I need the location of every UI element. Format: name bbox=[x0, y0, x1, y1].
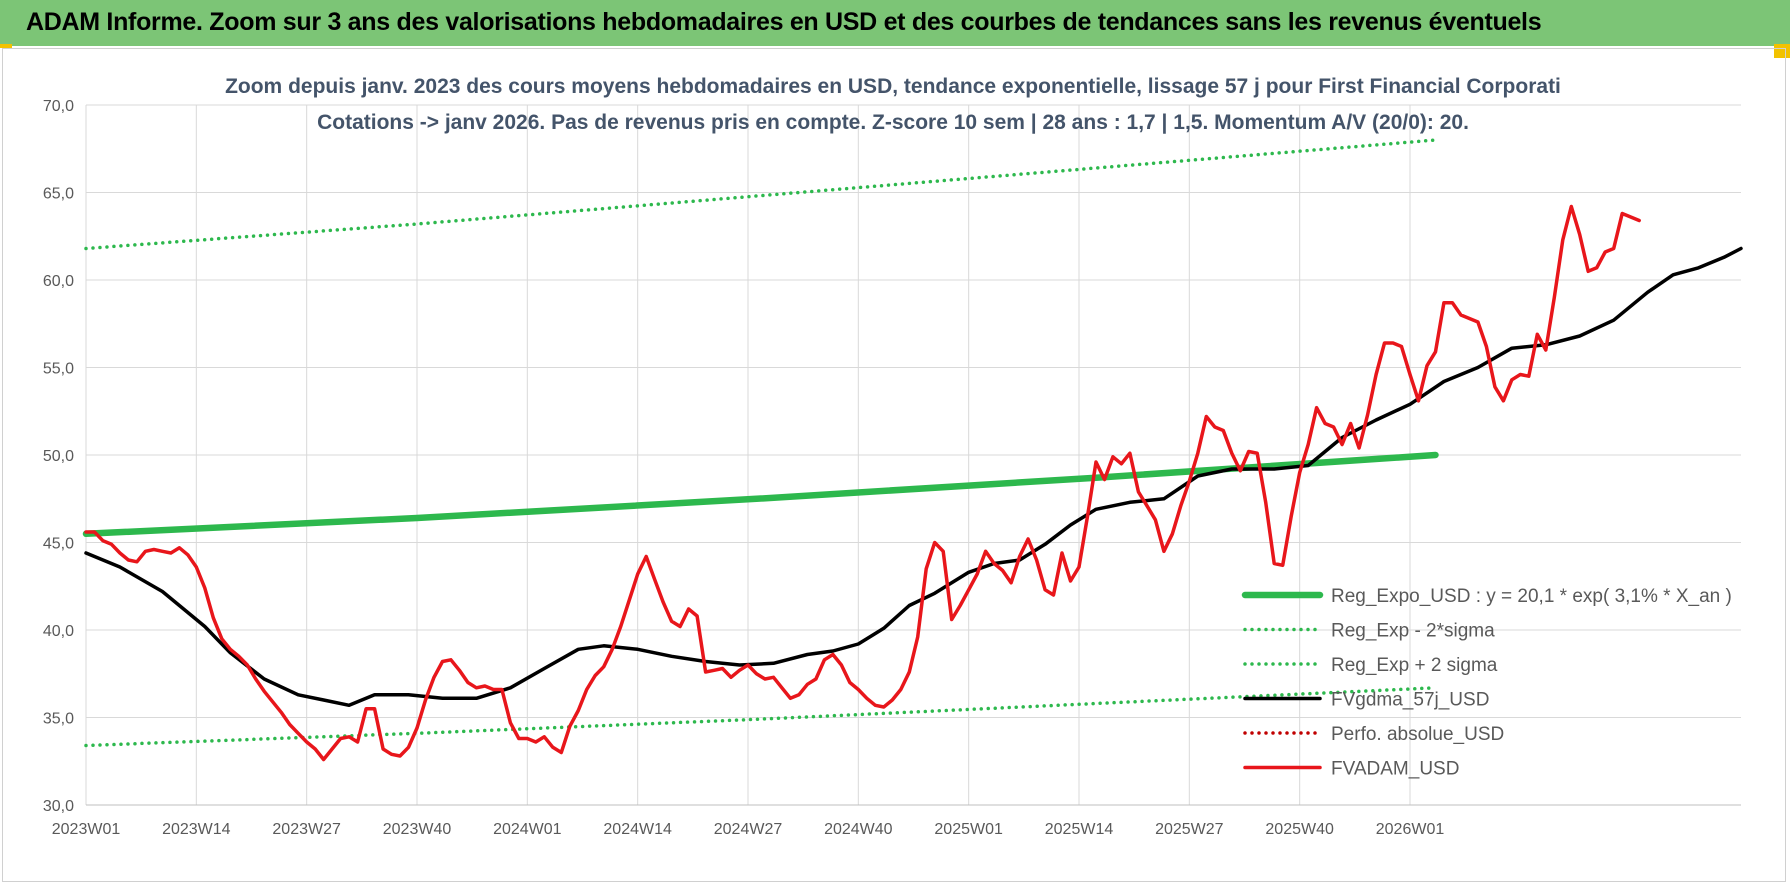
y-tick-label: 70,0 bbox=[43, 98, 74, 115]
chart-title-line1: Zoom depuis janv. 2023 des cours moyens … bbox=[225, 75, 1561, 98]
chart-legend: Reg_Expo_USD : y = 20,1 * exp( 3,1% * X_… bbox=[1241, 586, 1732, 780]
x-tick-label: 2025W01 bbox=[934, 821, 1003, 838]
x-tick-label: 2025W27 bbox=[1155, 821, 1224, 838]
x-tick-label: 2024W40 bbox=[824, 821, 893, 838]
corner-accent-right bbox=[1774, 44, 1790, 58]
x-tick-label: 2023W40 bbox=[383, 821, 452, 838]
legend-label: Perfo. absolue_USD bbox=[1331, 724, 1504, 745]
series-line-1 bbox=[84, 686, 1438, 748]
report-title: ADAM Informe. Zoom sur 3 ans des valoris… bbox=[26, 8, 1542, 36]
x-tick-label: 2023W14 bbox=[162, 821, 231, 838]
x-tick-label: 2025W40 bbox=[1265, 821, 1334, 838]
series-line-2 bbox=[84, 138, 1438, 251]
legend-label: FVgdma_57j_USD bbox=[1331, 690, 1489, 711]
chart-title-line2: Cotations -> janv 2026. Pas de revenus p… bbox=[317, 111, 1469, 134]
x-tick-label: 2023W01 bbox=[52, 821, 121, 838]
legend-label: Reg_Exp + 2 sigma bbox=[1331, 655, 1498, 676]
chart-frame bbox=[2, 48, 1786, 882]
legend-label: Reg_Exp - 2*sigma bbox=[1331, 621, 1495, 642]
x-tick-label: 2026W01 bbox=[1376, 821, 1445, 838]
y-axis-ticks: 30,0 35,0 40,0 45,0 50,0 55,0 60,0 65,0 70,0 bbox=[43, 98, 74, 815]
series-line-0 bbox=[82, 451, 1439, 538]
y-tick-label: 55,0 bbox=[43, 361, 74, 378]
y-tick-label: 40,0 bbox=[43, 623, 74, 640]
x-tick-label: 2023W27 bbox=[272, 821, 341, 838]
y-tick-label: 60,0 bbox=[43, 273, 74, 290]
x-tick-label: 2025W14 bbox=[1045, 821, 1114, 838]
x-tick-label: 2024W01 bbox=[493, 821, 562, 838]
x-tick-label: 2024W14 bbox=[603, 821, 672, 838]
y-tick-label: 65,0 bbox=[43, 186, 74, 203]
legend-label: Reg_Expo_USD : y = 20,1 * exp( 3,1% * X_… bbox=[1331, 586, 1732, 607]
legend-label: FVADAM_USD bbox=[1331, 759, 1459, 780]
corner-accent-left bbox=[0, 44, 12, 48]
y-tick-label: 50,0 bbox=[43, 448, 74, 465]
x-tick-label: 2024W27 bbox=[714, 821, 783, 838]
report-banner: ADAM Informe. Zoom sur 3 ans des valoris… bbox=[0, 0, 1790, 46]
series-line-5 bbox=[84, 204, 1641, 762]
y-tick-label: 35,0 bbox=[43, 711, 74, 728]
x-axis-ticks: 2023W01 2023W14 2023W27 2023W40 2024W01 2024W… bbox=[52, 821, 1445, 838]
chart-series bbox=[82, 138, 1743, 762]
y-tick-label: 30,0 bbox=[43, 798, 74, 815]
chart-grid bbox=[85, 104, 1741, 806]
y-tick-label: 45,0 bbox=[43, 536, 74, 553]
